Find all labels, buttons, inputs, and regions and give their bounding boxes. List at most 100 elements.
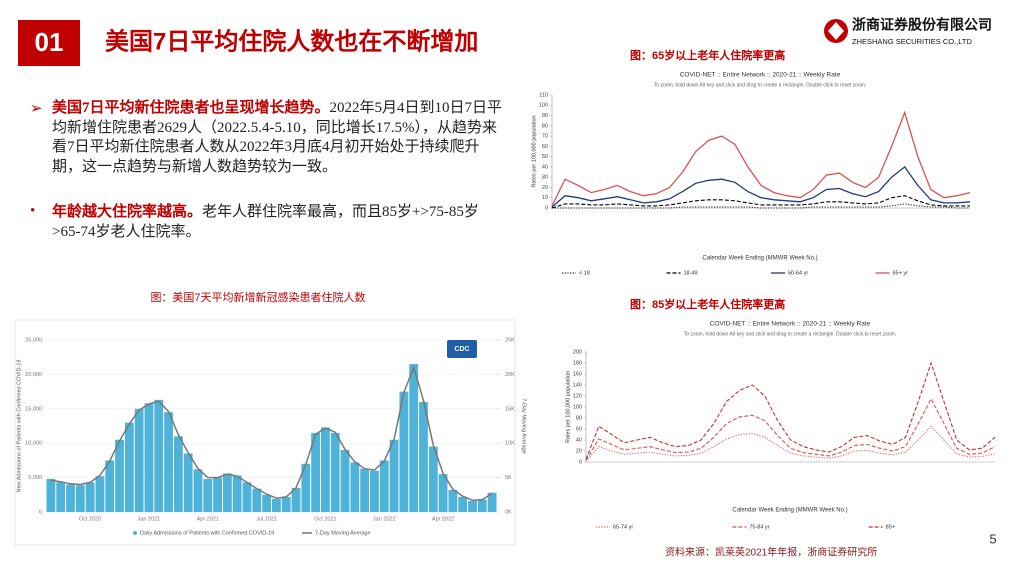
y-axis-label: Rates per 100,000 population: [565, 371, 571, 443]
bar: [281, 496, 291, 512]
bar: [213, 477, 222, 512]
legend-label: < 18: [579, 270, 590, 276]
legend-label: 18-49: [684, 270, 698, 276]
bar: [222, 473, 232, 512]
chart-frame: [14, 319, 516, 546]
y-tick-label: 60: [576, 426, 582, 432]
moving-average-line: [50, 365, 493, 502]
bar: [291, 487, 301, 512]
bar: [448, 489, 458, 512]
legend-label: 65-74 yr: [613, 524, 633, 530]
page-number: 5: [989, 531, 996, 546]
legend-label: 65+ yr: [893, 270, 909, 276]
y-tick-label: 70: [542, 134, 548, 140]
logo-en: ZHESHANG SECURITIES CO.,LTD: [852, 37, 972, 46]
badge: [447, 340, 477, 358]
y-tick-label: 60: [542, 144, 548, 150]
y-axis-label: New Admissions of Patients with Confirme…: [16, 360, 22, 493]
bar: [262, 494, 272, 512]
bar: [370, 470, 379, 512]
y-tick-label: 180: [573, 360, 582, 366]
legend-label: 7-Day Moving Average: [315, 530, 371, 536]
bullet: 年龄越大住院率越高。老年人群住院率最高，而且85岁+>75-85岁>65-74岁…: [52, 203, 507, 242]
y-tick-label: 80: [576, 415, 582, 421]
bar: [360, 468, 370, 512]
slide-title: 美国7日平均住院人数也在不断增加: [105, 27, 478, 55]
bar: [193, 469, 203, 512]
bar: [252, 488, 262, 512]
bar: [458, 496, 468, 512]
y-tick-label: 5,000: [28, 475, 42, 481]
series-line: [585, 397, 996, 461]
caption: 图：65岁以上老年人住院率更高: [630, 48, 785, 62]
y-tick-label: 15,000: [25, 406, 42, 412]
series-line: [551, 165, 971, 208]
x-tick-label: Oct 2021: [314, 516, 336, 522]
x-tick-label: Apr 2021: [197, 516, 219, 522]
bar: [144, 403, 154, 512]
series-line: [551, 195, 970, 209]
y2-tick-label: 10K: [505, 441, 515, 447]
bar: [428, 446, 438, 512]
bar: [124, 422, 134, 512]
legend-label: 85+: [886, 524, 895, 530]
bullet-text: 老年人群住院率最高，而且85岁+>75-85岁>65-74岁老人住院率。: [52, 204, 479, 240]
bullet: 美国7日平均新住院患者也呈现增长趋势。2022年5月4日到10日7日平均新增住院…: [52, 99, 507, 177]
bar: [477, 499, 487, 512]
caption: 图：85岁以上老年人住院率更高: [630, 297, 785, 311]
y-tick-label: 20: [542, 185, 548, 191]
bar: [438, 474, 448, 512]
chart-subtitle: To zoom, hold down Alt key and click and…: [654, 82, 866, 88]
legend-swatch: [133, 531, 137, 535]
y2-tick-label: 0K: [505, 509, 512, 515]
y2-axis-label: 7-Day Moving Average: [521, 398, 527, 454]
y-tick-label: 40: [576, 437, 582, 443]
chart-title: COVID-NET :: Entire Network :: 2020-21 :…: [710, 321, 871, 328]
bar: [95, 476, 105, 512]
number-box: [18, 20, 80, 66]
legend-label: Daily Admissions of Patients with Confir…: [140, 530, 274, 536]
bar: [85, 482, 95, 512]
y-tick-label: 80: [542, 123, 548, 129]
logo-cn: 浙商证券股份有限公司: [852, 17, 992, 33]
bar: [409, 364, 419, 512]
bar: [164, 412, 173, 512]
bar: [487, 492, 497, 512]
bar: [340, 450, 350, 512]
y-tick-label: 0: [39, 509, 42, 515]
chart-subtitle: To zoom, hold down Alt key and click and…: [684, 331, 896, 337]
bullet-marker: ➢: [30, 101, 43, 117]
y-tick-label: 110: [539, 92, 548, 98]
bar: [379, 460, 389, 512]
bullet-lead: 美国7日平均新住院患者也呈现增长趋势。: [52, 100, 330, 116]
x-tick-label: Apr 2022: [432, 516, 454, 522]
x-tick-label: Jan 2021: [138, 516, 161, 522]
bullet-text: 2022年5月4日到10日7日平均新增住院患者2629人（2022.5.4-5.…: [52, 100, 503, 175]
y-tick-label: 120: [573, 393, 582, 399]
bar: [399, 391, 409, 512]
bar: [330, 432, 340, 512]
caption: 图：美国7天平均新增新冠感染患者住院人数: [150, 290, 365, 304]
series-line: [585, 361, 996, 460]
bullet-marker: •: [30, 203, 36, 219]
y-tick-label: 90: [542, 113, 548, 119]
badge-text: CDC: [454, 346, 469, 353]
bar: [66, 484, 75, 512]
series-line: [585, 425, 996, 462]
y-tick-label: 140: [573, 382, 582, 388]
bar: [203, 478, 213, 512]
y-tick-label: 10: [542, 195, 548, 201]
legend-label: 75-84 yr: [749, 524, 769, 530]
series-line: [552, 203, 970, 209]
bar: [134, 408, 144, 512]
source: 资料来源：凯莱英2021年年报，浙商证券研究所: [665, 546, 877, 559]
y-tick-label: 10,000: [25, 441, 42, 447]
logo-icon: [824, 19, 848, 43]
y-tick-label: 200: [573, 349, 582, 355]
y-tick-label: 40: [542, 164, 548, 170]
x-tick-label: Jul 2021: [256, 516, 277, 522]
bar: [115, 439, 124, 512]
bar: [419, 401, 428, 512]
bar: [389, 439, 399, 512]
bar: [105, 460, 115, 512]
